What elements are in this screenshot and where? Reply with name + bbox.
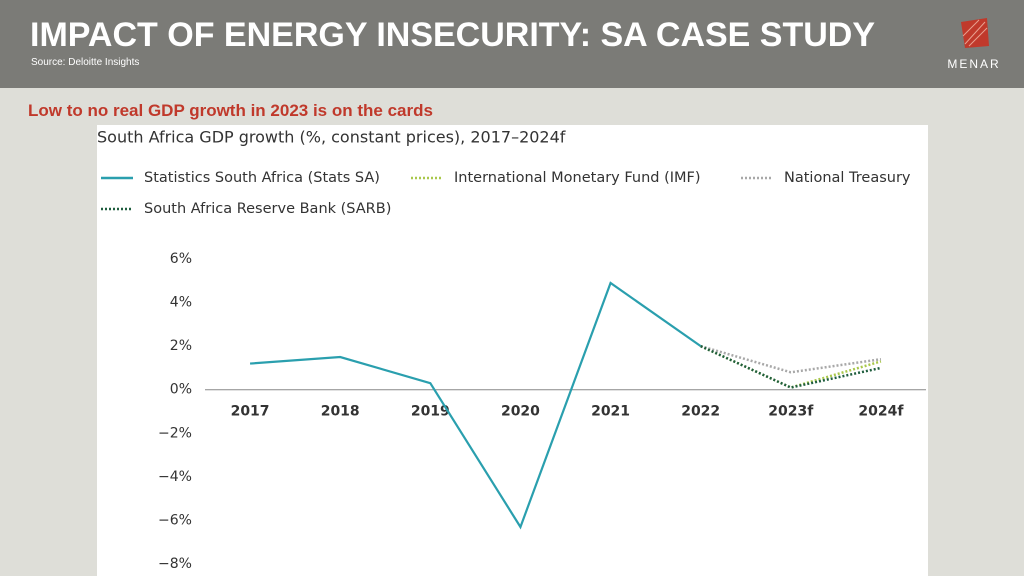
series-line: [700, 345, 882, 389]
x-tick-label: 2024f: [858, 404, 904, 420]
y-tick-label: 2%: [170, 338, 192, 354]
chart: South Africa GDP growth (%, constant pri…: [97, 125, 928, 576]
y-tick-label: −2%: [158, 425, 192, 441]
legend-label: International Monetary Fund (IMF): [454, 170, 701, 186]
logo-icon: [961, 18, 989, 48]
logo-text: MENAR: [947, 57, 1001, 71]
x-tick-label: 2017: [231, 404, 270, 420]
source: Source: Deloitte Insights: [31, 57, 140, 68]
slide-title: IMPACT OF ENERGY INSECURITY: SA CASE STU…: [30, 16, 876, 54]
header-bar: IMPACT OF ENERGY INSECURITY: SA CASE STU…: [0, 0, 1024, 88]
legend-label: South Africa Reserve Bank (SARB): [144, 201, 391, 217]
series-line: [700, 344, 882, 374]
subtitle: Low to no real GDP growth in 2023 is on …: [28, 101, 433, 120]
y-tick-label: −8%: [158, 556, 192, 572]
x-tick-label: 2021: [591, 404, 630, 420]
y-tick-label: 0%: [170, 382, 192, 398]
logo: MENAR: [944, 16, 1004, 71]
y-tick-label: −6%: [158, 512, 192, 528]
y-tick-label: 4%: [170, 295, 192, 311]
y-tick-label: −4%: [158, 469, 192, 485]
series-line: [249, 281, 702, 530]
y-tick-label: 6%: [170, 251, 192, 267]
legend-label: National Treasury: [784, 170, 911, 186]
x-tick-label: 2023f: [768, 404, 814, 420]
series-line: [700, 345, 882, 389]
x-tick-label: 2020: [501, 404, 540, 420]
x-tick-label: 2018: [321, 404, 360, 420]
x-tick-label: 2022: [681, 404, 720, 420]
x-tick-label: 2019: [411, 404, 450, 420]
legend-label: Statistics South Africa (Stats SA): [144, 170, 380, 186]
chart-title: South Africa GDP growth (%, constant pri…: [97, 128, 566, 147]
